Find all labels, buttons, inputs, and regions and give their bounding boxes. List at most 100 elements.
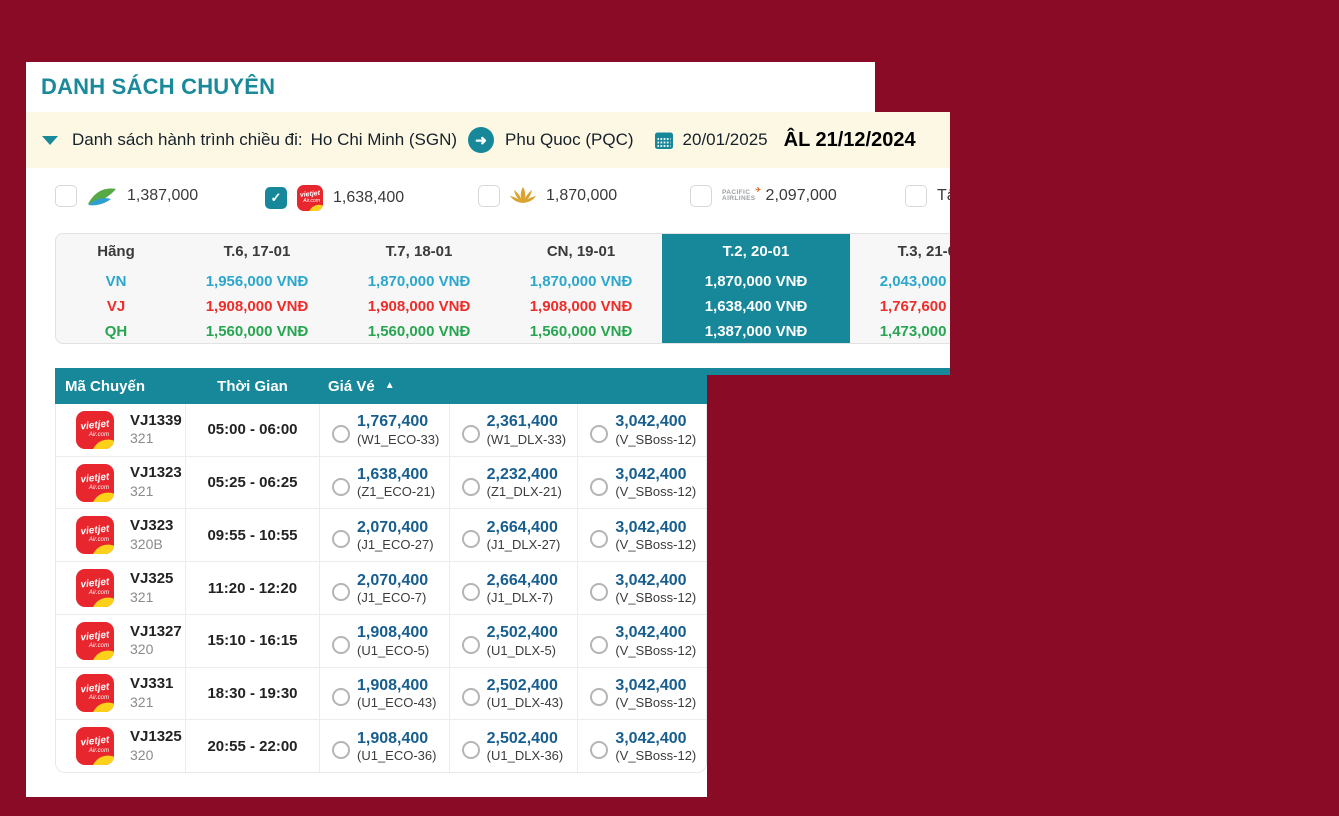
fare-radio-button[interactable] — [461, 741, 480, 760]
airline-checkbox[interactable]: ✓ — [55, 185, 77, 207]
fare-radio-button[interactable] — [332, 530, 350, 549]
calendar-price-cell[interactable]: 1,638,400 VNĐ — [662, 294, 850, 319]
fare-radio-button[interactable] — [461, 583, 480, 602]
collapse-triangle-icon[interactable] — [42, 135, 58, 145]
fare-radio-button[interactable] — [590, 583, 609, 602]
calendar-date-header[interactable]: T.6, 17-01 — [223, 243, 291, 260]
fare-radio-button[interactable] — [332, 583, 350, 602]
airline-checkbox[interactable]: ✓ — [690, 185, 712, 207]
calendar-price-cell[interactable]: 2,043,000 VNĐ — [879, 273, 950, 290]
fare-option[interactable]: 3,042,400 (V_SBoss-12) — [577, 614, 706, 667]
fare-radio-button[interactable] — [590, 741, 609, 760]
fare-radio-button[interactable] — [590, 635, 609, 654]
flight-number: VJ1339 — [130, 411, 182, 429]
fare-radio-button[interactable] — [332, 741, 350, 760]
fare-option[interactable]: 3,042,400 (V_SBoss-12) — [577, 509, 706, 562]
calendar-date-header[interactable]: T.2, 20-01 — [662, 234, 850, 269]
calendar-price-cell[interactable]: 1,956,000 VNĐ — [205, 273, 309, 290]
fare-option[interactable]: 1,908,400 (U1_ECO-5) — [320, 615, 449, 667]
sort-asc-icon[interactable]: ▲ — [384, 380, 395, 391]
fare-price: 3,042,400 — [615, 677, 687, 695]
fare-price: 2,502,400 — [486, 624, 558, 642]
fare-option[interactable]: 2,232,400 (Z1_DLX-21) — [448, 456, 578, 509]
calendar-price-cell[interactable]: 1,560,000 VNĐ — [367, 322, 471, 340]
fare-option[interactable]: 3,042,400 (V_SBoss-12) — [577, 404, 706, 456]
fare-option[interactable]: 2,502,400 (U1_DLX-43) — [448, 667, 578, 720]
flight-number: VJ1327 — [130, 622, 182, 640]
fare-price: 1,908,400 — [357, 677, 429, 695]
airline-checkbox[interactable]: ✓ — [265, 187, 287, 209]
calendar-date-header[interactable]: T.7, 18-01 — [385, 243, 453, 260]
calendar-price-cell[interactable]: 1,908,000 VNĐ — [205, 298, 309, 315]
calendar-price-cell[interactable]: 1,560,000 VNĐ — [529, 322, 633, 340]
flight-info: VJ1323 321 — [130, 464, 182, 500]
flight-row: vietjet Air.com VJ325 321 11:20 - 12:20 2,0… — [56, 562, 706, 615]
calendar-price-cell[interactable]: 1,870,000 VNĐ — [662, 269, 850, 294]
fare-class: (V_SBoss-12) — [615, 537, 697, 553]
fare-price: 2,502,400 — [486, 677, 558, 695]
fare-option[interactable]: 3,042,400 (V_SBoss-12) — [577, 667, 706, 720]
fare-text: 1,767,400 (W1_ECO-33) — [357, 412, 439, 447]
fare-radio-button[interactable] — [332, 635, 350, 654]
calendar-price-cell[interactable]: 1,870,000 VNĐ — [367, 273, 471, 290]
fare-price: 3,042,400 — [615, 466, 687, 484]
airline-filter-all[interactable]: ✓ Tất — [905, 185, 950, 207]
airline-checkbox[interactable]: ✓ — [905, 185, 927, 207]
fare-option[interactable]: 2,664,400 (J1_DLX-7) — [448, 562, 578, 614]
fare-option[interactable]: 2,361,400 (W1_DLX-33) — [448, 404, 578, 456]
fare-option[interactable]: 3,042,400 (V_SBoss-12) — [577, 456, 706, 509]
calendar-price-cell[interactable]: 1,908,000 VNĐ — [529, 298, 633, 315]
fare-option[interactable]: 2,502,400 (U1_DLX-5) — [448, 614, 578, 667]
fare-radio-button[interactable] — [332, 424, 350, 443]
fare-option[interactable]: 1,767,400 (W1_ECO-33) — [320, 404, 449, 456]
fare-radio-button[interactable] — [332, 477, 350, 496]
calendar-price-cell[interactable]: 1,908,000 VNĐ — [367, 298, 471, 315]
calendar-price-cell[interactable]: 1,473,000 VNĐ — [879, 322, 950, 340]
pacific-airlines-logo: PACIFIC AIRLINES ✈ — [722, 186, 762, 202]
fare-option[interactable]: 1,908,400 (U1_ECO-43) — [320, 668, 449, 720]
vietjet-logo-word: vietjet — [79, 471, 110, 486]
fare-option[interactable]: 3,042,400 (V_SBoss-12) — [577, 720, 706, 772]
calendar-price-cell[interactable]: 1,767,600 VNĐ — [879, 298, 950, 315]
fare-option[interactable]: 2,070,400 (J1_ECO-27) — [320, 509, 449, 561]
fare-price: 3,042,400 — [615, 571, 687, 589]
fare-calendar: Hãng T.6, 17-01 T.7, 18-01 CN, 19-01 T.2, 20… — [55, 233, 950, 344]
fare-radio-button[interactable] — [461, 424, 480, 443]
flight-cell: vietjet Air.com VJ1323 321 — [56, 457, 185, 509]
fare-radio-button[interactable] — [332, 688, 350, 707]
fare-radio-button[interactable] — [461, 530, 480, 549]
airline-filter-vietjet[interactable]: ✓ vietjet Air.com 1,638,400 — [265, 185, 404, 211]
fare-radio-button[interactable] — [461, 688, 480, 707]
fare-option[interactable]: 2,664,400 (J1_DLX-27) — [448, 509, 578, 562]
fare-text: 3,042,400 (V_SBoss-12) — [615, 623, 696, 658]
flight-time: 15:10 - 16:15 — [185, 614, 320, 667]
fare-radio-button[interactable] — [590, 477, 609, 496]
calendar-price-cell[interactable]: 1,560,000 VNĐ — [205, 322, 309, 340]
calendar-price-cell[interactable]: 1,387,000 VNĐ — [662, 319, 850, 343]
airline-checkbox[interactable]: ✓ — [478, 185, 500, 207]
fare-options: 1,908,400 (U1_ECO-5) 2,502,400 (U1_DLX-5) 3,… — [320, 614, 706, 667]
aircraft-type: 320 — [130, 746, 154, 763]
fare-radio-button[interactable] — [590, 424, 609, 443]
vietjet-logo-word: vietjet — [79, 523, 110, 538]
fare-text: 2,232,400 (Z1_DLX-21) — [487, 465, 562, 500]
calendar-price-cell[interactable]: 1,870,000 VNĐ — [529, 273, 633, 290]
airline-filter-vietnam-airlines[interactable]: ✓ 1,870,000 — [478, 185, 617, 207]
fare-option[interactable]: 2,502,400 (U1_DLX-36) — [448, 720, 578, 772]
fare-option[interactable]: 1,908,400 (U1_ECO-36) — [320, 720, 449, 772]
column-header-fare[interactable]: Giá Vé ▲ — [328, 377, 395, 395]
fare-option[interactable]: 3,042,400 (V_SBoss-12) — [577, 562, 706, 614]
fare-radio-button[interactable] — [590, 688, 609, 707]
fare-radio-button[interactable] — [461, 635, 480, 654]
fare-radio-button[interactable] — [590, 530, 609, 549]
fare-class: (V_SBoss-12) — [615, 431, 697, 447]
fare-radio-button[interactable] — [461, 477, 480, 496]
fare-class: (V_SBoss-12) — [615, 747, 697, 763]
fare-option[interactable]: 1,638,400 (Z1_ECO-21) — [320, 457, 449, 509]
fare-option[interactable]: 2,070,400 (J1_ECO-7) — [320, 562, 449, 614]
airline-filter-pacific[interactable]: ✓ PACIFIC AIRLINES ✈ 2,097,000 — [690, 185, 837, 207]
airline-filter-bamboo[interactable]: ✓ 1,387,000 — [55, 185, 198, 207]
calendar-date-header[interactable]: CN, 19-01 — [546, 243, 616, 260]
vietjet-logo: vietjet Air.com — [76, 621, 114, 660]
calendar-date-header[interactable]: T.3, 21-01 — [897, 243, 950, 260]
